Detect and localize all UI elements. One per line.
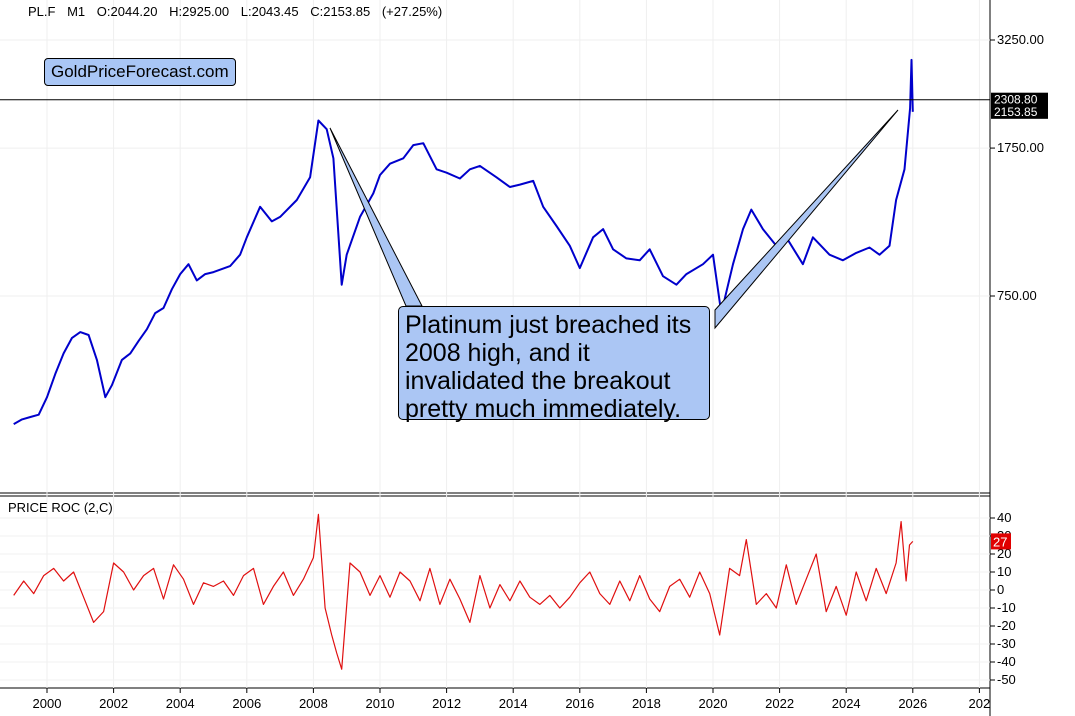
roc-last-badge — [991, 533, 1011, 550]
reference-badge — [991, 92, 1048, 107]
callout-pointer-left — [329, 127, 423, 307]
low-value: L:2043.45 — [240, 4, 299, 19]
x-tick-label: 2014 — [499, 696, 528, 711]
annotation-callout: Platinum just breached its 2008 high, an… — [398, 306, 710, 423]
price-tick-label: 1750.00 — [997, 140, 1044, 155]
x-tick-label: 2026 — [898, 696, 927, 711]
price-series-line — [13, 58, 914, 425]
callout-pointer-right — [714, 109, 899, 330]
ohlc-header: PL.F M1 O:2044.20 H:2925.00 L:2043.45 C:… — [28, 4, 450, 19]
x-tick-label: 2010 — [366, 696, 395, 711]
roc-tick-label: 10 — [997, 564, 1011, 579]
x-tick-label: 2016 — [565, 696, 594, 711]
last-price-badge — [991, 104, 1048, 119]
high-value: H:2925.00 — [169, 4, 230, 19]
roc-series-line — [13, 513, 914, 670]
price-tick-label: 750.00 — [997, 288, 1037, 303]
open-value: O:2044.20 — [96, 4, 158, 19]
x-tick-label: 2004 — [166, 696, 195, 711]
symbol-label: PL.F — [28, 4, 56, 19]
x-tick-label: 2002 — [99, 696, 128, 711]
x-tick-label: 2022 — [765, 696, 794, 711]
roc-tick-label: -20 — [997, 618, 1016, 633]
roc-tick-label: 0 — [997, 582, 1004, 597]
x-tick-label: 202 — [969, 696, 991, 711]
roc-panel-title: PRICE ROC (2,C) — [8, 500, 113, 515]
last-price-badge-label: 2153.85 — [994, 105, 1038, 119]
roc-tick-label: -10 — [997, 600, 1016, 615]
close-value: C:2153.85 — [310, 4, 371, 19]
roc-tick-label: -50 — [997, 672, 1016, 687]
roc-last-badge-label: 27 — [993, 534, 1007, 549]
reference-badge-label: 2308.80 — [994, 93, 1038, 107]
roc-tick-label: -30 — [997, 636, 1016, 651]
x-tick-label: 2020 — [699, 696, 728, 711]
roc-tick-label: -40 — [997, 654, 1016, 669]
x-tick-label: 2024 — [832, 696, 861, 711]
change-value: (+27.25%) — [381, 4, 443, 19]
x-tick-label: 2018 — [632, 696, 661, 711]
price-tick-label: 3250.00 — [997, 32, 1044, 47]
timeframe-label: M1 — [67, 4, 86, 19]
x-tick-label: 2008 — [299, 696, 328, 711]
brand-label: GoldPriceForecast.com — [44, 58, 236, 86]
roc-tick-label: 40 — [997, 510, 1011, 525]
x-tick-label: 2006 — [232, 696, 261, 711]
roc-tick-label: 20 — [997, 546, 1011, 561]
x-tick-label: 2012 — [432, 696, 461, 711]
x-tick-label: 2000 — [33, 696, 62, 711]
